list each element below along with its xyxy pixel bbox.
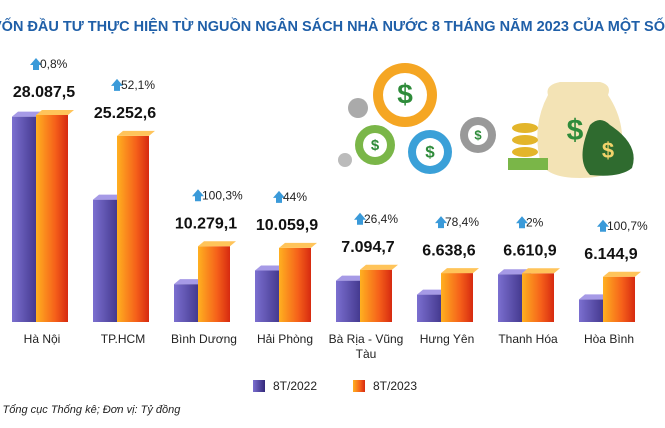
up-arrow <box>30 58 42 70</box>
x-tick-label: Thanh Hóa <box>498 332 558 346</box>
growth-label: 100,3% <box>202 188 243 202</box>
up-arrow <box>354 212 366 225</box>
chart-title: VỐN ĐẦU TƯ THỰC HIỆN TỪ NGUỒN NGÂN SÁCH … <box>0 17 665 35</box>
bar <box>522 273 554 322</box>
bar <box>198 246 230 322</box>
bar <box>360 269 392 322</box>
bar-top <box>603 271 641 277</box>
legend-swatch <box>353 380 365 392</box>
value-label: 6.610,9 <box>503 242 556 259</box>
bar-top <box>198 241 236 247</box>
bar <box>36 115 68 322</box>
growth-label: 0,8% <box>40 57 68 71</box>
value-label: 10.059,9 <box>256 217 318 234</box>
bar <box>441 273 473 322</box>
bar-top <box>522 268 560 274</box>
x-tick-label: Hưng Yên <box>419 332 475 346</box>
svg-text:$: $ <box>602 138 614 163</box>
value-label: 25.252,6 <box>94 105 156 122</box>
value-label: 7.094,7 <box>341 239 394 256</box>
up-arrow <box>192 189 204 202</box>
value-label: 6.144,9 <box>584 246 637 263</box>
svg-text:$: $ <box>371 137 380 154</box>
growth-label: 52,1% <box>121 78 155 92</box>
value-label: 6.638,6 <box>422 242 475 259</box>
svg-text:$: $ <box>474 127 482 142</box>
legend-label: 8T/2023 <box>373 379 417 393</box>
growth-label: 78,4% <box>445 215 479 229</box>
growth-label: 100,7% <box>607 219 648 233</box>
decoration: $ $ $ $ $ $ <box>338 63 634 178</box>
x-tick-label: Hải Phòng <box>256 332 314 346</box>
bar-top <box>117 130 155 136</box>
up-arrow <box>435 216 447 229</box>
svg-text:$: $ <box>397 78 413 109</box>
value-label: 10.279,1 <box>175 215 237 232</box>
up-arrow <box>111 78 123 91</box>
svg-text:$: $ <box>567 114 584 147</box>
x-tick-label: Hòa Bình <box>583 332 635 346</box>
x-tick-label: TP.HCM <box>100 332 146 346</box>
growth-label: 26,4% <box>364 212 398 226</box>
up-arrow <box>273 190 285 203</box>
bar-top <box>279 242 317 248</box>
bar <box>117 135 149 322</box>
up-arrow <box>597 219 609 232</box>
bar <box>279 247 311 322</box>
x-tick-label: Bà Rịa - Vũng Tàu <box>328 332 404 361</box>
legend-label: 8T/2022 <box>273 379 317 393</box>
value-label: 28.087,5 <box>13 84 75 101</box>
bar-top <box>441 268 479 274</box>
svg-text:$: $ <box>425 142 435 161</box>
x-tick-label: Bình Dương <box>171 332 237 346</box>
bar <box>603 276 635 322</box>
bar-top <box>36 110 74 115</box>
up-arrow <box>516 216 528 229</box>
growth-label: 44% <box>283 190 307 204</box>
bar-top <box>360 264 398 270</box>
x-tick-label: Hà Nội <box>23 332 61 346</box>
source: Nguồn: Tổng cục Thống kê; Đơn vị: Tỷ đồn… <box>0 404 181 416</box>
legend-swatch <box>253 380 265 392</box>
growth-label: 2% <box>526 215 544 229</box>
